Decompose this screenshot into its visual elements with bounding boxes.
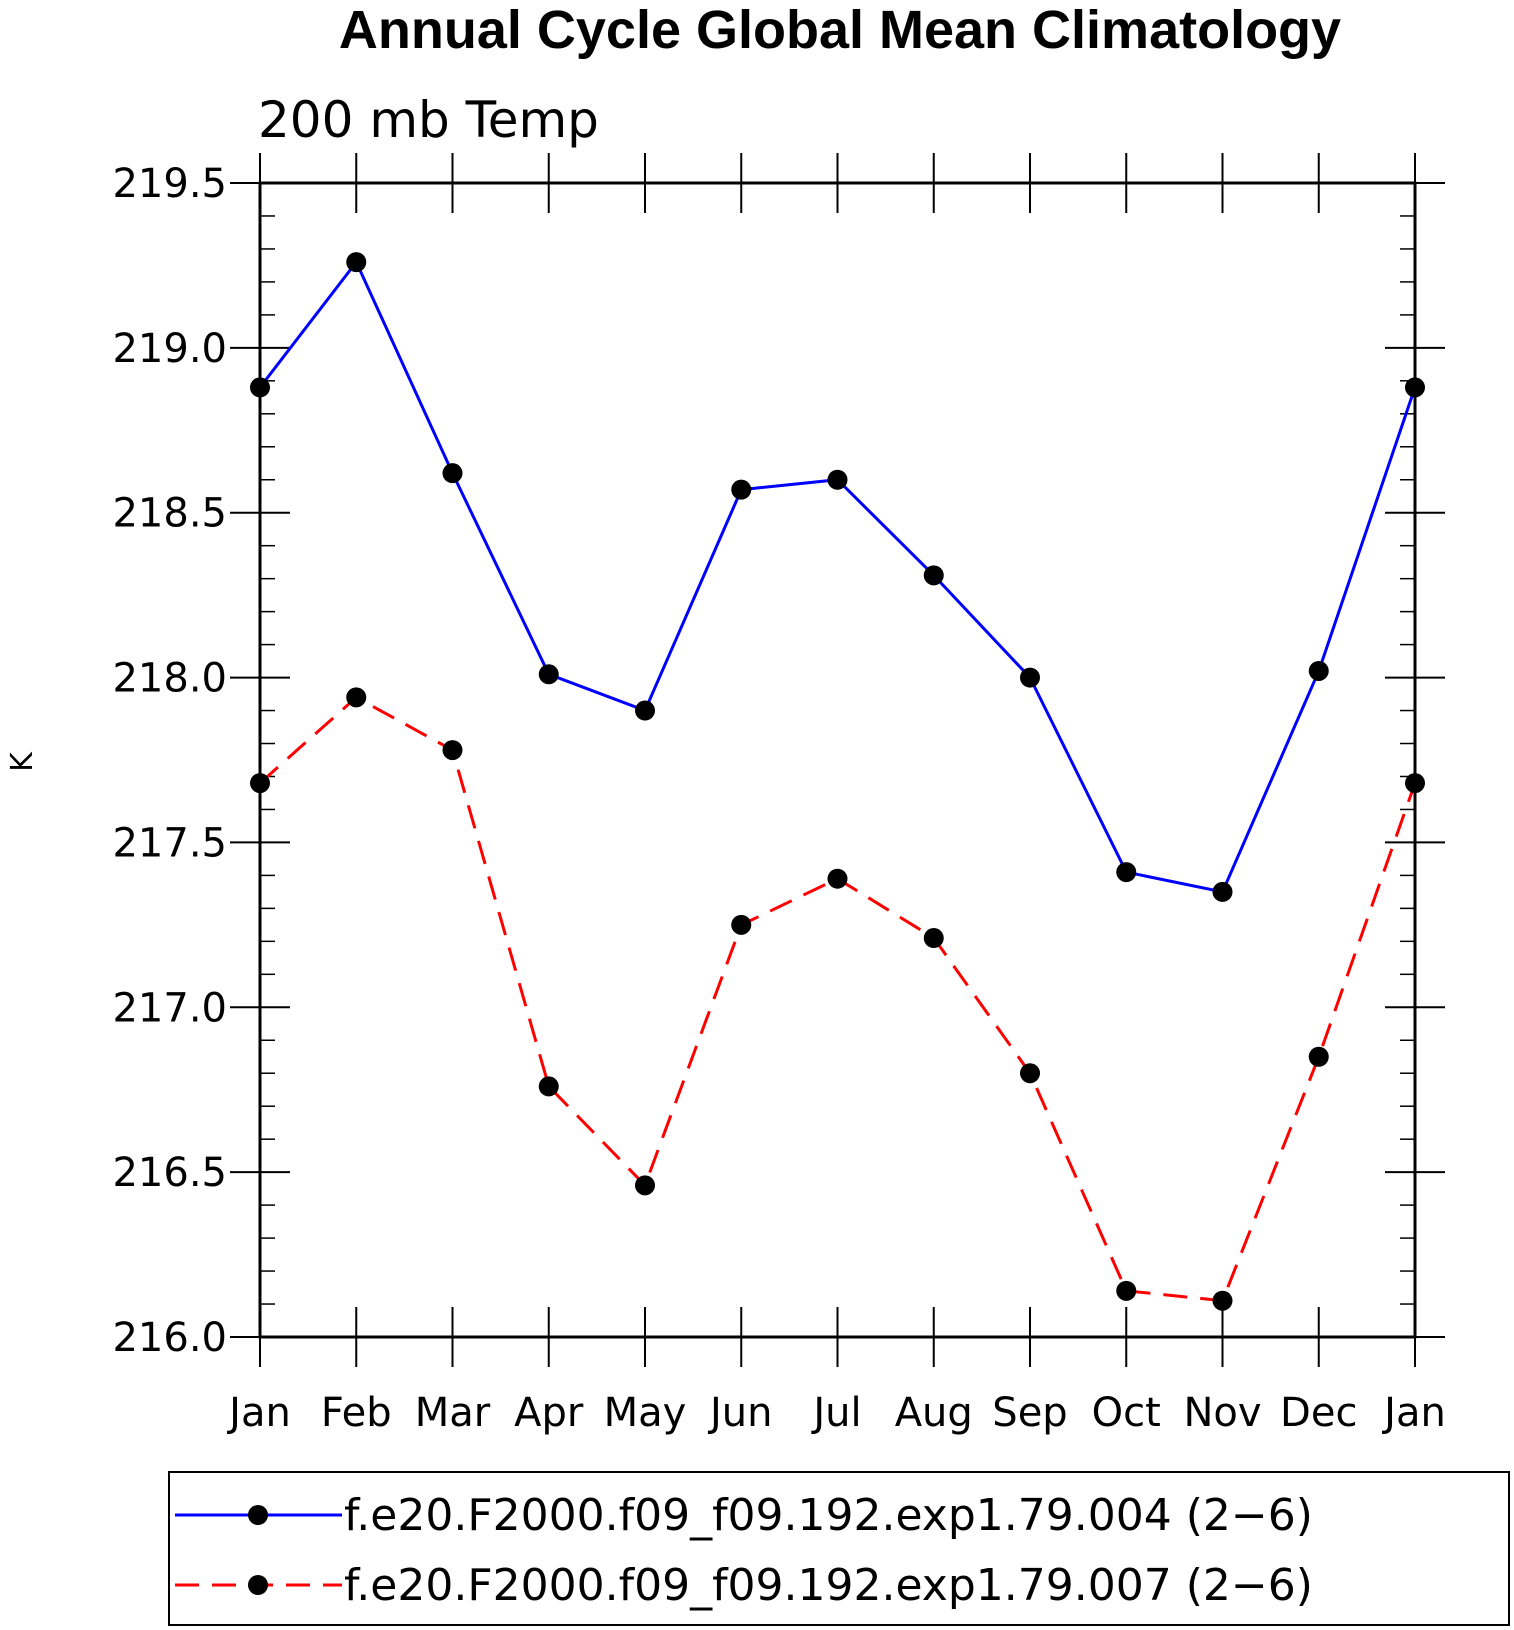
data-point-series-2 (731, 914, 752, 935)
y-tick-label: 217.0 (112, 985, 227, 1031)
plot-frame (258, 181, 1417, 1339)
y-tick-label: 219.0 (112, 326, 227, 372)
data-point-series-1 (1116, 862, 1137, 883)
x-tick-label: Apr (514, 1390, 584, 1436)
data-point-series-2 (1212, 1290, 1233, 1311)
data-point-series-1 (923, 565, 944, 586)
legend-label-series-1: f.e20.F2000.f09_f09.192.exp1.79.004 (2−6… (344, 1490, 1313, 1541)
data-point-series-2 (1116, 1280, 1137, 1301)
chart-subtitle: 200 mb Temp (258, 91, 599, 149)
legend-box (168, 1471, 1510, 1626)
data-point-series-1 (1308, 660, 1329, 681)
x-tick-label: Nov (1183, 1390, 1261, 1436)
y-tick-label: 218.0 (112, 656, 227, 702)
data-point-series-1 (1020, 667, 1040, 688)
y-tick-label: 217.5 (112, 820, 227, 866)
data-point-series-2 (346, 687, 367, 708)
data-point-series-1 (538, 664, 559, 685)
axis-ticks (230, 153, 1445, 1367)
legend: f.e20.F2000.f09_f09.192.exp1.79.004 (2−6… (168, 1471, 1510, 1626)
chart-title: Annual Cycle Global Mean Climatology (339, 0, 1341, 60)
y-tick-label: 218.5 (112, 491, 227, 537)
series-lines (258, 259, 1417, 1303)
y-tick-label: 216.5 (112, 1150, 227, 1196)
y-tick-label: 216.0 (112, 1315, 227, 1361)
y-tick-label: 219.5 (112, 161, 227, 207)
data-point-series-2 (635, 1175, 655, 1196)
x-tick-label: Oct (1092, 1390, 1161, 1436)
x-tick-label: Jan (226, 1390, 291, 1436)
legend-label-series-2: f.e20.F2000.f09_f09.192.exp1.79.007 (2−6… (344, 1560, 1313, 1611)
data-point-series-2 (1020, 1063, 1040, 1084)
x-tick-label: Mar (415, 1390, 491, 1436)
data-point-series-2 (538, 1076, 559, 1097)
data-point-series-1 (731, 479, 752, 500)
x-tick-label: Sep (992, 1390, 1067, 1436)
y-axis-label: K (5, 751, 40, 772)
data-point-series-1 (346, 252, 367, 273)
x-tick-label: Jul (810, 1390, 861, 1436)
data-point-series-1 (827, 469, 848, 490)
legend-marker-series-1 (248, 1505, 268, 1525)
data-point-series-1 (442, 463, 463, 484)
x-tick-label: Dec (1280, 1390, 1357, 1436)
data-point-series-1 (635, 700, 655, 721)
data-point-series-2 (442, 740, 463, 761)
data-point-series-2 (827, 868, 848, 889)
x-tick-label: Aug (895, 1390, 973, 1436)
x-tick-label: Jan (1381, 1390, 1446, 1436)
data-point-series-2 (923, 928, 944, 949)
x-tick-label: Feb (321, 1390, 392, 1436)
legend-marker-series-2 (248, 1575, 268, 1595)
data-point-series-2 (1308, 1046, 1329, 1067)
series-line-2 (259, 695, 1417, 1303)
data-points (250, 252, 1425, 1311)
series-line-1 (258, 259, 1417, 894)
x-tick-label: May (604, 1390, 687, 1436)
x-tick-label: Jun (707, 1390, 773, 1436)
tick-labels: 216.0 216.5 217.0 217.5 218.0 218.5 219.0 219.5… (112, 161, 1445, 1436)
data-point-series-1 (1212, 881, 1233, 902)
